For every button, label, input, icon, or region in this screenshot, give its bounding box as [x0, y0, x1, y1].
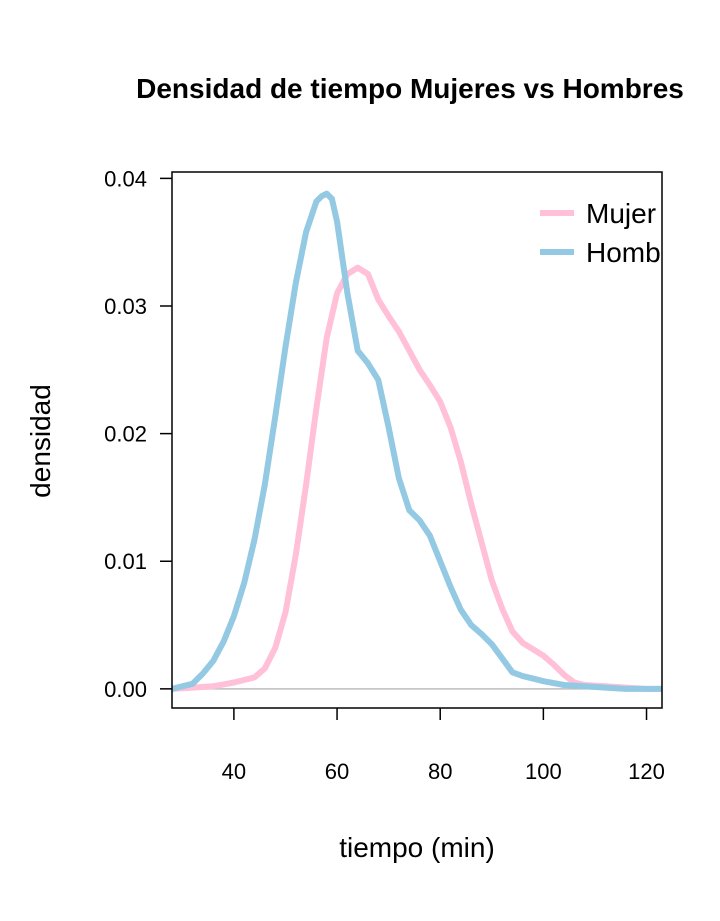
chart-title: Densidad de tiempo Mujeres vs Hombres — [136, 73, 684, 104]
x-tick-label: 100 — [525, 759, 562, 784]
y-tick-label: 0.02 — [104, 422, 147, 447]
plot-area: 40 60 80 100 120 0.00 0.01 0.02 0.03 0.04 Mujer Hom… — [104, 166, 686, 784]
x-tick-label: 60 — [325, 759, 349, 784]
legend-label-mujer: Mujer — [586, 198, 656, 229]
series-line-mujer — [172, 264, 662, 692]
y-tick-label: 0.03 — [104, 294, 147, 319]
legend: Mujer Hombre — [540, 198, 686, 268]
x-tick-label: 40 — [222, 759, 246, 784]
x-tick-label: 80 — [428, 759, 452, 784]
y-axis-label: densidad — [25, 384, 56, 498]
y-tick-label: 0.01 — [104, 549, 147, 574]
x-axis-label: tiempo (min) — [339, 832, 495, 863]
y-tick-label: 0.04 — [104, 166, 147, 191]
y-tick-label: 0.00 — [104, 677, 147, 702]
legend-label-hombre: Hombre — [586, 237, 686, 268]
plot-frame — [171, 171, 663, 709]
x-tick-label: 120 — [628, 759, 665, 784]
series-line-hombre — [172, 190, 662, 692]
